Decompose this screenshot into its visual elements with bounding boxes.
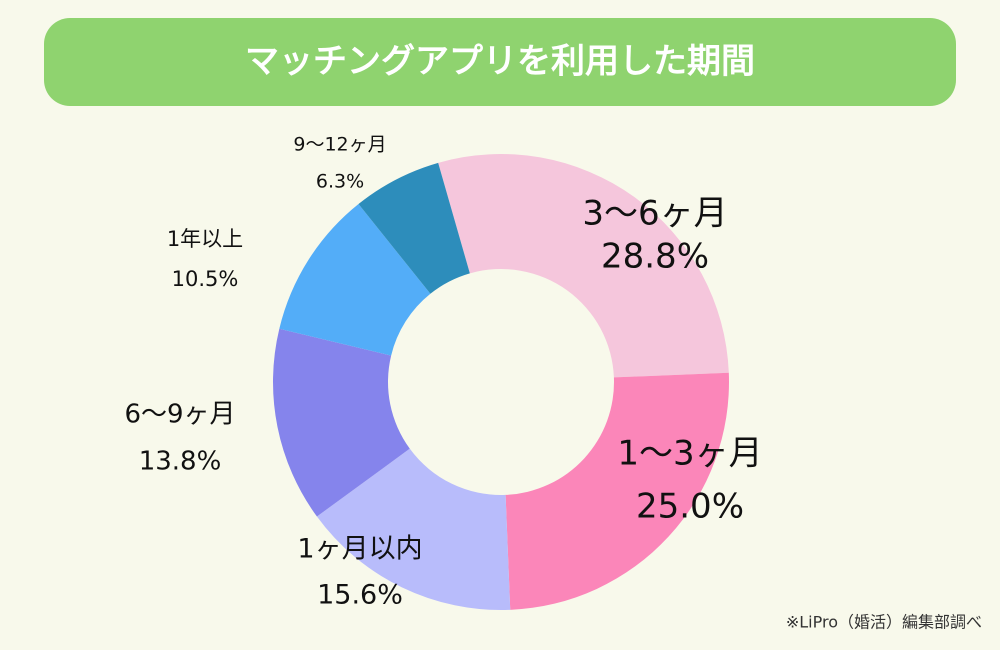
donut-slice (505, 372, 729, 610)
slice-value-label: 15.6% (317, 580, 403, 611)
slice-label: 1年以上 (167, 227, 243, 251)
donut-slice (438, 154, 729, 378)
slice-value-label: 6.3% (316, 171, 364, 193)
source-note: ※LiPro（婚活）編集部調べ (786, 613, 982, 632)
title-banner (44, 18, 956, 106)
donut-slice (358, 162, 470, 294)
donut-slice (279, 204, 431, 356)
slice-value-label: 13.8% (139, 447, 222, 477)
slice-value-label: 25.0% (636, 487, 744, 527)
slice-value-label: 28.8% (601, 237, 709, 277)
donut-slice (316, 448, 511, 610)
slice-value-label: 10.5% (172, 267, 239, 291)
slice-label: 9〜12ヶ月 (293, 134, 386, 156)
chart-title: マッチングアプリを利用した期間 (245, 42, 755, 82)
slice-label: 6〜9ヶ月 (124, 400, 235, 430)
slice-label: 1ヶ月以内 (297, 534, 422, 565)
slice-label: 3〜6ヶ月 (582, 194, 727, 234)
donut-slice (272, 328, 410, 517)
slice-label: 1〜3ヶ月 (617, 434, 762, 474)
